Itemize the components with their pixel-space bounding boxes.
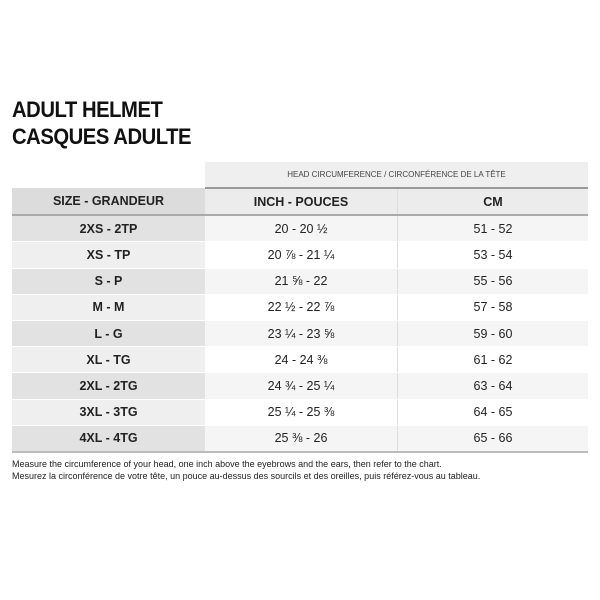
table-row: 4XL - 4TG 25 ⅜ - 26 65 - 66 [12,425,588,453]
size-cell: L - G [12,320,205,348]
table-row: S - P 21 ⅝ - 22 55 - 56 [12,268,588,295]
group-header-row: HEAD CIRCUMFERENCE / CIRCONFÉRENCE DE LA… [12,162,588,189]
size-cell: S - P [12,268,205,295]
title-english: ADULT HELMET [12,97,163,122]
size-cell: 2XS - 2TP [12,215,205,243]
measurement-note: Measure the circumference of your head, … [12,458,480,482]
inch-cell: 20 - 20 ½ [205,215,398,243]
size-cell: 4XL - 4TG [12,425,205,453]
size-cell: 2XL - 2TG [12,372,205,400]
inch-cell: 22 ½ - 22 ⅞ [205,294,398,321]
inch-cell: 20 ⅞ - 21 ¼ [205,241,398,269]
inch-cell: 24 - 24 ⅜ [205,346,398,374]
header-size: SIZE - GRANDEUR [12,188,205,217]
size-table: HEAD CIRCUMFERENCE / CIRCONFÉRENCE DE LA… [12,162,588,453]
table-row: 2XS - 2TP 20 - 20 ½ 51 - 52 [12,215,588,243]
table-row: 2XL - 2TG 24 ¾ - 25 ¼ 63 - 64 [12,372,588,400]
cm-cell: 65 - 66 [397,425,588,453]
size-cell: M - M [12,294,205,321]
inch-cell: 23 ¼ - 23 ⅝ [205,320,398,348]
inch-cell: 24 ¾ - 25 ¼ [205,372,398,400]
header-row: SIZE - GRANDEUR INCH - POUCES CM [12,188,588,217]
title-french: CASQUES ADULTE [12,124,192,149]
cm-cell: 55 - 56 [397,268,588,295]
cm-cell: 63 - 64 [397,372,588,400]
table-row: M - M 22 ½ - 22 ⅞ 57 - 58 [12,294,588,321]
table-row: 3XL - 3TG 25 ¼ - 25 ⅜ 64 - 65 [12,399,588,426]
cm-cell: 61 - 62 [397,346,588,374]
cm-cell: 59 - 60 [397,320,588,348]
group-header: HEAD CIRCUMFERENCE / CIRCONFÉRENCE DE LA… [205,162,588,189]
header-cm: CM [397,188,588,217]
cm-cell: 53 - 54 [397,241,588,269]
inch-cell: 25 ⅜ - 26 [205,425,398,453]
size-cell: XS - TP [12,241,205,269]
cm-cell: 57 - 58 [397,294,588,321]
table-row: XS - TP 20 ⅞ - 21 ¼ 53 - 54 [12,241,588,269]
size-cell: 3XL - 3TG [12,399,205,426]
cm-cell: 51 - 52 [397,215,588,243]
note-english: Measure the circumference of your head, … [12,459,442,469]
header-inch: INCH - POUCES [205,188,398,217]
note-french: Mesurez la circonférence de votre tête, … [12,471,481,481]
empty-cell [12,162,205,188]
page-title: ADULT HELMET CASQUES ADULTE [12,96,192,150]
inch-cell: 25 ¼ - 25 ⅜ [205,399,398,426]
size-cell: XL - TG [12,346,205,374]
inch-cell: 21 ⅝ - 22 [205,268,398,295]
table-row: L - G 23 ¼ - 23 ⅝ 59 - 60 [12,320,588,348]
table-row: XL - TG 24 - 24 ⅜ 61 - 62 [12,346,588,374]
cm-cell: 64 - 65 [397,399,588,426]
